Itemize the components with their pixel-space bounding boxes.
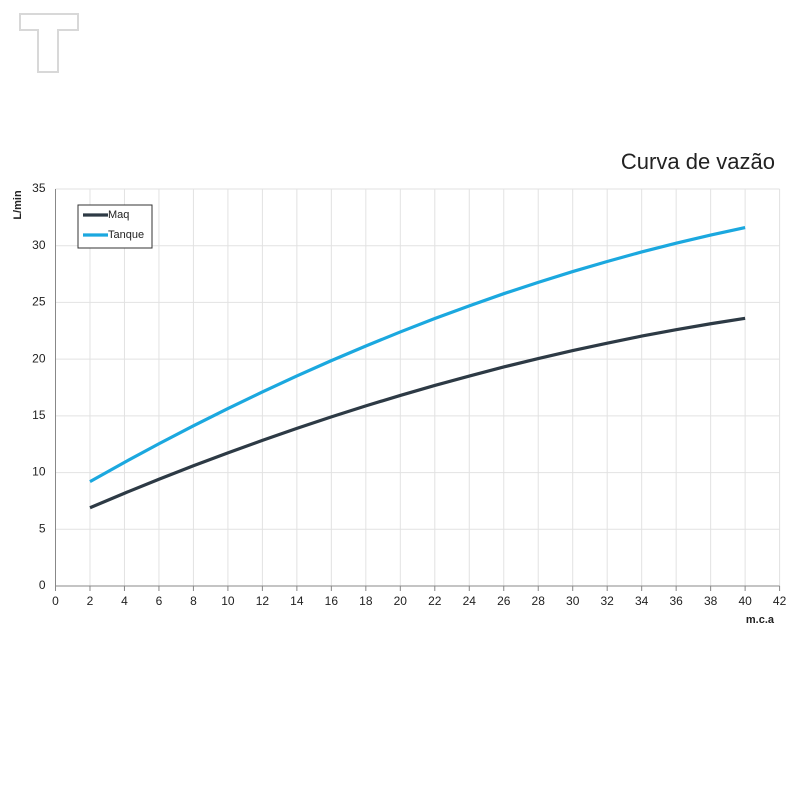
x-tick-label: 30 xyxy=(566,594,580,608)
x-tick-label: 40 xyxy=(738,594,752,608)
x-tick-label: 2 xyxy=(87,594,94,608)
x-tick-label: 42 xyxy=(773,594,787,608)
x-tick-label: 10 xyxy=(221,594,235,608)
x-axis-label: m.c.a xyxy=(746,614,775,626)
y-axis-label: L/min xyxy=(12,190,24,220)
y-tick-label: 25 xyxy=(32,295,46,309)
series-line xyxy=(89,226,746,484)
x-tick-label: 14 xyxy=(290,594,304,608)
x-tick-label: 38 xyxy=(704,594,718,608)
legend-label: Tanque xyxy=(108,229,144,241)
legend-label: Maq xyxy=(108,209,129,221)
y-tick-label: 35 xyxy=(32,181,46,195)
x-tick-label: 16 xyxy=(325,594,339,608)
x-tick-label: 8 xyxy=(190,594,197,608)
x-tick-label: 22 xyxy=(428,594,442,608)
x-tick-label: 4 xyxy=(121,594,128,608)
x-tick-label: 12 xyxy=(256,594,270,608)
x-tick-label: 0 xyxy=(52,594,59,608)
x-tick-label: 6 xyxy=(156,594,163,608)
series-line xyxy=(89,316,746,510)
x-tick-label: 20 xyxy=(394,594,408,608)
x-tick-label: 34 xyxy=(635,594,649,608)
y-tick-label: 15 xyxy=(32,408,46,422)
x-tick-label: 26 xyxy=(497,594,511,608)
x-tick-label: 32 xyxy=(601,594,615,608)
chart-title: Curva de vazão xyxy=(621,149,775,174)
y-tick-label: 30 xyxy=(32,238,46,252)
y-tick-label: 5 xyxy=(39,521,46,535)
y-tick-label: 20 xyxy=(32,351,46,365)
x-tick-label: 18 xyxy=(359,594,373,608)
y-tick-label: 10 xyxy=(32,465,46,479)
x-tick-label: 28 xyxy=(532,594,546,608)
x-tick-label: 24 xyxy=(463,594,477,608)
logo xyxy=(19,13,79,73)
legend-box xyxy=(77,204,153,249)
x-tick-label: 36 xyxy=(669,594,683,608)
y-tick-label: 0 xyxy=(39,578,46,592)
